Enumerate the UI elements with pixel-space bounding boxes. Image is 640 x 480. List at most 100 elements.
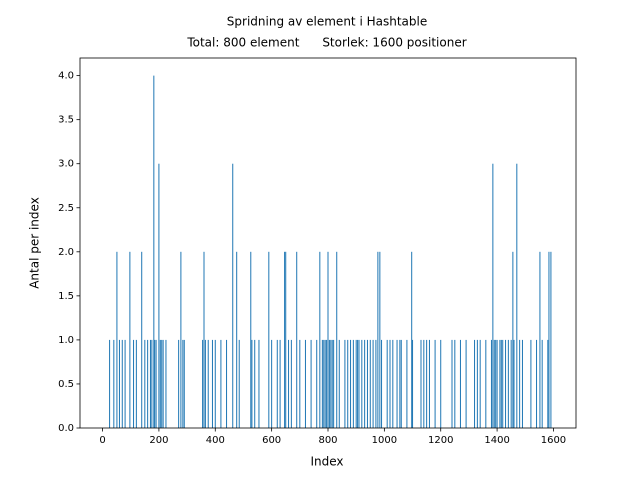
bar	[495, 339, 497, 428]
bar	[154, 339, 156, 428]
bar	[550, 251, 552, 428]
bar	[202, 339, 204, 428]
bar	[361, 339, 363, 428]
y-tick-label: 1.0	[58, 335, 74, 346]
bar	[451, 339, 453, 428]
bar	[355, 339, 357, 428]
bar	[496, 339, 498, 428]
bar	[165, 339, 167, 428]
bar	[412, 339, 414, 428]
bar	[232, 163, 234, 428]
bar	[381, 339, 383, 428]
bar	[285, 251, 287, 428]
bar	[279, 339, 281, 428]
bar	[149, 339, 151, 428]
bar	[490, 339, 492, 428]
x-tick-label: 1400	[484, 435, 509, 446]
x-tick-label: 800	[318, 435, 337, 446]
bar	[121, 339, 123, 428]
bar	[116, 251, 118, 428]
x-tick-label: 200	[149, 435, 168, 446]
bar	[129, 251, 131, 428]
bar	[406, 339, 408, 428]
bar	[336, 251, 338, 428]
y-tick-label: 0.0	[58, 423, 74, 434]
bar	[493, 339, 495, 428]
bar	[375, 339, 377, 428]
bar	[426, 339, 428, 428]
bar	[124, 339, 126, 428]
bar	[290, 339, 292, 428]
bar	[347, 339, 349, 428]
bar	[548, 251, 550, 428]
bar	[161, 339, 163, 428]
bar	[226, 339, 228, 428]
bar	[505, 339, 507, 428]
bar	[392, 339, 394, 428]
bar	[541, 339, 543, 428]
bar	[204, 339, 206, 428]
bar	[211, 339, 213, 428]
bar	[328, 339, 330, 428]
bar	[440, 339, 442, 428]
x-tick-label: 1200	[428, 435, 453, 446]
bar	[366, 339, 368, 428]
bar	[474, 339, 476, 428]
x-tick-label: 1600	[541, 435, 566, 446]
bar	[350, 339, 352, 428]
bar	[330, 339, 332, 428]
bar	[379, 251, 381, 428]
bar	[214, 339, 216, 428]
x-axis-label: Index	[310, 455, 343, 469]
bar	[358, 339, 360, 428]
chart-title: Spridning av element i Hashtable	[227, 15, 427, 29]
x-tick-label: 600	[262, 435, 281, 446]
bar	[182, 339, 184, 428]
bar	[369, 339, 371, 428]
bar	[220, 339, 222, 428]
bar	[434, 339, 436, 428]
bar	[459, 339, 461, 428]
bar	[158, 163, 160, 428]
bar	[510, 339, 512, 428]
x-tick-label: 0	[99, 435, 105, 446]
bar	[539, 251, 541, 428]
bar	[144, 339, 146, 428]
bar	[162, 339, 164, 428]
bar	[400, 339, 402, 428]
bar	[153, 75, 155, 428]
bar	[530, 339, 532, 428]
bar	[521, 339, 523, 428]
bar	[268, 251, 270, 428]
bar	[344, 339, 346, 428]
bar	[454, 339, 456, 428]
bar	[141, 251, 143, 428]
bar	[465, 339, 467, 428]
chart-subtitle: Total: 800 element Storlek: 1600 positio…	[186, 36, 466, 50]
bar	[411, 251, 413, 428]
bar	[423, 339, 425, 428]
bar	[333, 339, 335, 428]
bar	[288, 339, 290, 428]
bar	[519, 339, 521, 428]
bar	[428, 339, 430, 428]
x-tick-label: 1000	[372, 435, 397, 446]
bar	[207, 339, 209, 428]
x-tick-label: 400	[206, 435, 225, 446]
bar	[500, 339, 502, 428]
y-tick-label: 0.5	[58, 379, 74, 390]
bar	[299, 339, 301, 428]
bar	[396, 339, 398, 428]
y-axis-label: Antal per index	[28, 197, 42, 289]
bar	[238, 339, 240, 428]
bar	[250, 251, 252, 428]
bar	[338, 339, 340, 428]
bar	[512, 251, 514, 428]
bar	[151, 339, 153, 428]
bar	[321, 339, 323, 428]
bar	[203, 251, 205, 428]
bar	[485, 339, 487, 428]
bar	[513, 339, 515, 428]
bar	[180, 251, 182, 428]
